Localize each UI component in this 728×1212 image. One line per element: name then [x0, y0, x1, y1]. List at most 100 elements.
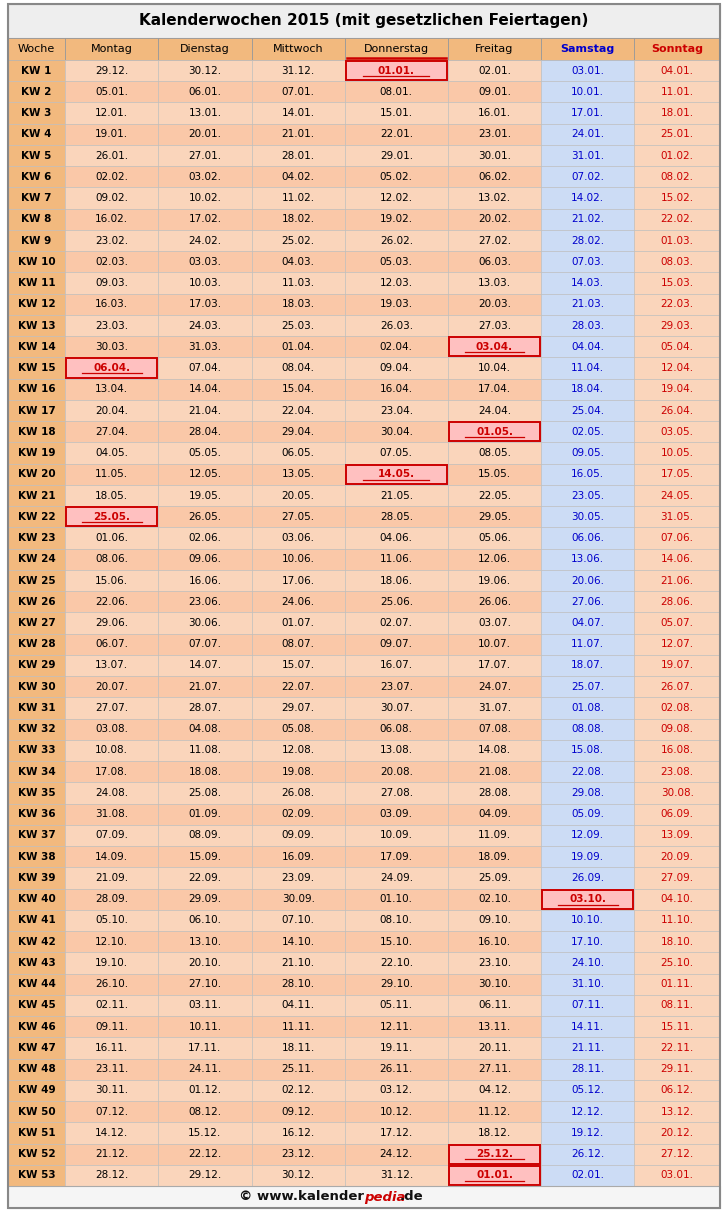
- Text: KW 24: KW 24: [17, 554, 55, 565]
- Text: 08.06.: 08.06.: [95, 554, 128, 565]
- Text: 25.04.: 25.04.: [571, 406, 604, 416]
- Text: KW 5: KW 5: [21, 150, 52, 161]
- Bar: [634, 719, 720, 739]
- Bar: [448, 634, 541, 654]
- Bar: [65, 188, 158, 208]
- Text: 10.05.: 10.05.: [661, 448, 694, 458]
- Bar: [448, 995, 541, 1016]
- Text: 28.05.: 28.05.: [380, 511, 413, 522]
- Text: 25.12.: 25.12.: [476, 1149, 513, 1159]
- Bar: [345, 442, 448, 464]
- Bar: [158, 910, 252, 931]
- Bar: [345, 910, 448, 931]
- Bar: [8, 188, 65, 208]
- Text: 07.08.: 07.08.: [478, 725, 511, 734]
- Bar: [448, 973, 541, 995]
- Bar: [634, 1143, 720, 1165]
- Bar: [252, 973, 345, 995]
- Text: 09.08.: 09.08.: [661, 725, 694, 734]
- Text: KW 41: KW 41: [17, 915, 55, 926]
- Bar: [345, 358, 448, 378]
- Text: 28.07.: 28.07.: [189, 703, 221, 713]
- Text: 09.06.: 09.06.: [189, 554, 221, 565]
- Text: 04.11.: 04.11.: [282, 1000, 314, 1011]
- Text: 26.12.: 26.12.: [571, 1149, 604, 1159]
- Bar: [634, 400, 720, 421]
- Text: 18.12.: 18.12.: [478, 1128, 511, 1138]
- Bar: [634, 273, 720, 293]
- Bar: [541, 400, 634, 421]
- Text: 15.10.: 15.10.: [380, 937, 413, 947]
- Bar: [158, 507, 252, 527]
- Bar: [8, 1122, 65, 1143]
- Text: 31.12.: 31.12.: [380, 1171, 413, 1180]
- Bar: [158, 612, 252, 634]
- Text: 21.09.: 21.09.: [95, 873, 128, 884]
- Bar: [65, 739, 158, 761]
- Bar: [65, 761, 158, 782]
- Text: 05.02.: 05.02.: [380, 172, 413, 182]
- Text: 24.02.: 24.02.: [189, 235, 221, 246]
- Text: 28.08.: 28.08.: [478, 788, 511, 797]
- Bar: [634, 973, 720, 995]
- Text: 07.09.: 07.09.: [95, 830, 128, 840]
- Text: 30.07.: 30.07.: [380, 703, 413, 713]
- Bar: [158, 1100, 252, 1122]
- Text: 10.10.: 10.10.: [571, 915, 604, 926]
- Bar: [8, 931, 65, 953]
- Bar: [345, 973, 448, 995]
- Text: 22.11.: 22.11.: [660, 1042, 694, 1053]
- Bar: [634, 761, 720, 782]
- Bar: [66, 359, 157, 378]
- Text: 28.11.: 28.11.: [571, 1064, 604, 1074]
- Bar: [65, 570, 158, 591]
- Bar: [8, 145, 65, 166]
- Bar: [8, 888, 65, 910]
- Bar: [448, 953, 541, 973]
- Bar: [634, 38, 720, 61]
- Bar: [158, 103, 252, 124]
- Text: 18.02.: 18.02.: [282, 215, 314, 224]
- Bar: [541, 273, 634, 293]
- Bar: [158, 1037, 252, 1058]
- Bar: [252, 1016, 345, 1037]
- Bar: [346, 464, 447, 484]
- Text: 02.02.: 02.02.: [95, 172, 128, 182]
- Bar: [541, 61, 634, 81]
- Text: 04.06.: 04.06.: [380, 533, 413, 543]
- Bar: [8, 910, 65, 931]
- Text: 14.08.: 14.08.: [478, 745, 511, 755]
- Bar: [345, 378, 448, 400]
- Bar: [541, 719, 634, 739]
- Text: 02.01.: 02.01.: [478, 65, 511, 75]
- Bar: [158, 464, 252, 485]
- Bar: [65, 549, 158, 570]
- Text: 21.06.: 21.06.: [660, 576, 694, 585]
- Bar: [541, 1122, 634, 1143]
- Text: 09.01.: 09.01.: [478, 87, 511, 97]
- Bar: [252, 634, 345, 654]
- Bar: [8, 1058, 65, 1080]
- Text: 20.02.: 20.02.: [478, 215, 511, 224]
- Text: 11.10.: 11.10.: [660, 915, 694, 926]
- Text: 29.07.: 29.07.: [282, 703, 314, 713]
- Bar: [541, 230, 634, 251]
- Text: 01.05.: 01.05.: [476, 427, 513, 436]
- Bar: [252, 1122, 345, 1143]
- Bar: [448, 81, 541, 103]
- Bar: [158, 634, 252, 654]
- Bar: [65, 145, 158, 166]
- Bar: [542, 890, 633, 909]
- Bar: [345, 293, 448, 315]
- Bar: [634, 61, 720, 81]
- Text: 16.12.: 16.12.: [282, 1128, 314, 1138]
- Text: 26.03.: 26.03.: [380, 320, 413, 331]
- Text: 27.03.: 27.03.: [478, 320, 511, 331]
- Text: KW 9: KW 9: [21, 235, 52, 246]
- Bar: [252, 81, 345, 103]
- Bar: [541, 38, 634, 61]
- Text: 25.02.: 25.02.: [282, 235, 314, 246]
- Bar: [634, 1122, 720, 1143]
- Bar: [634, 995, 720, 1016]
- Bar: [634, 888, 720, 910]
